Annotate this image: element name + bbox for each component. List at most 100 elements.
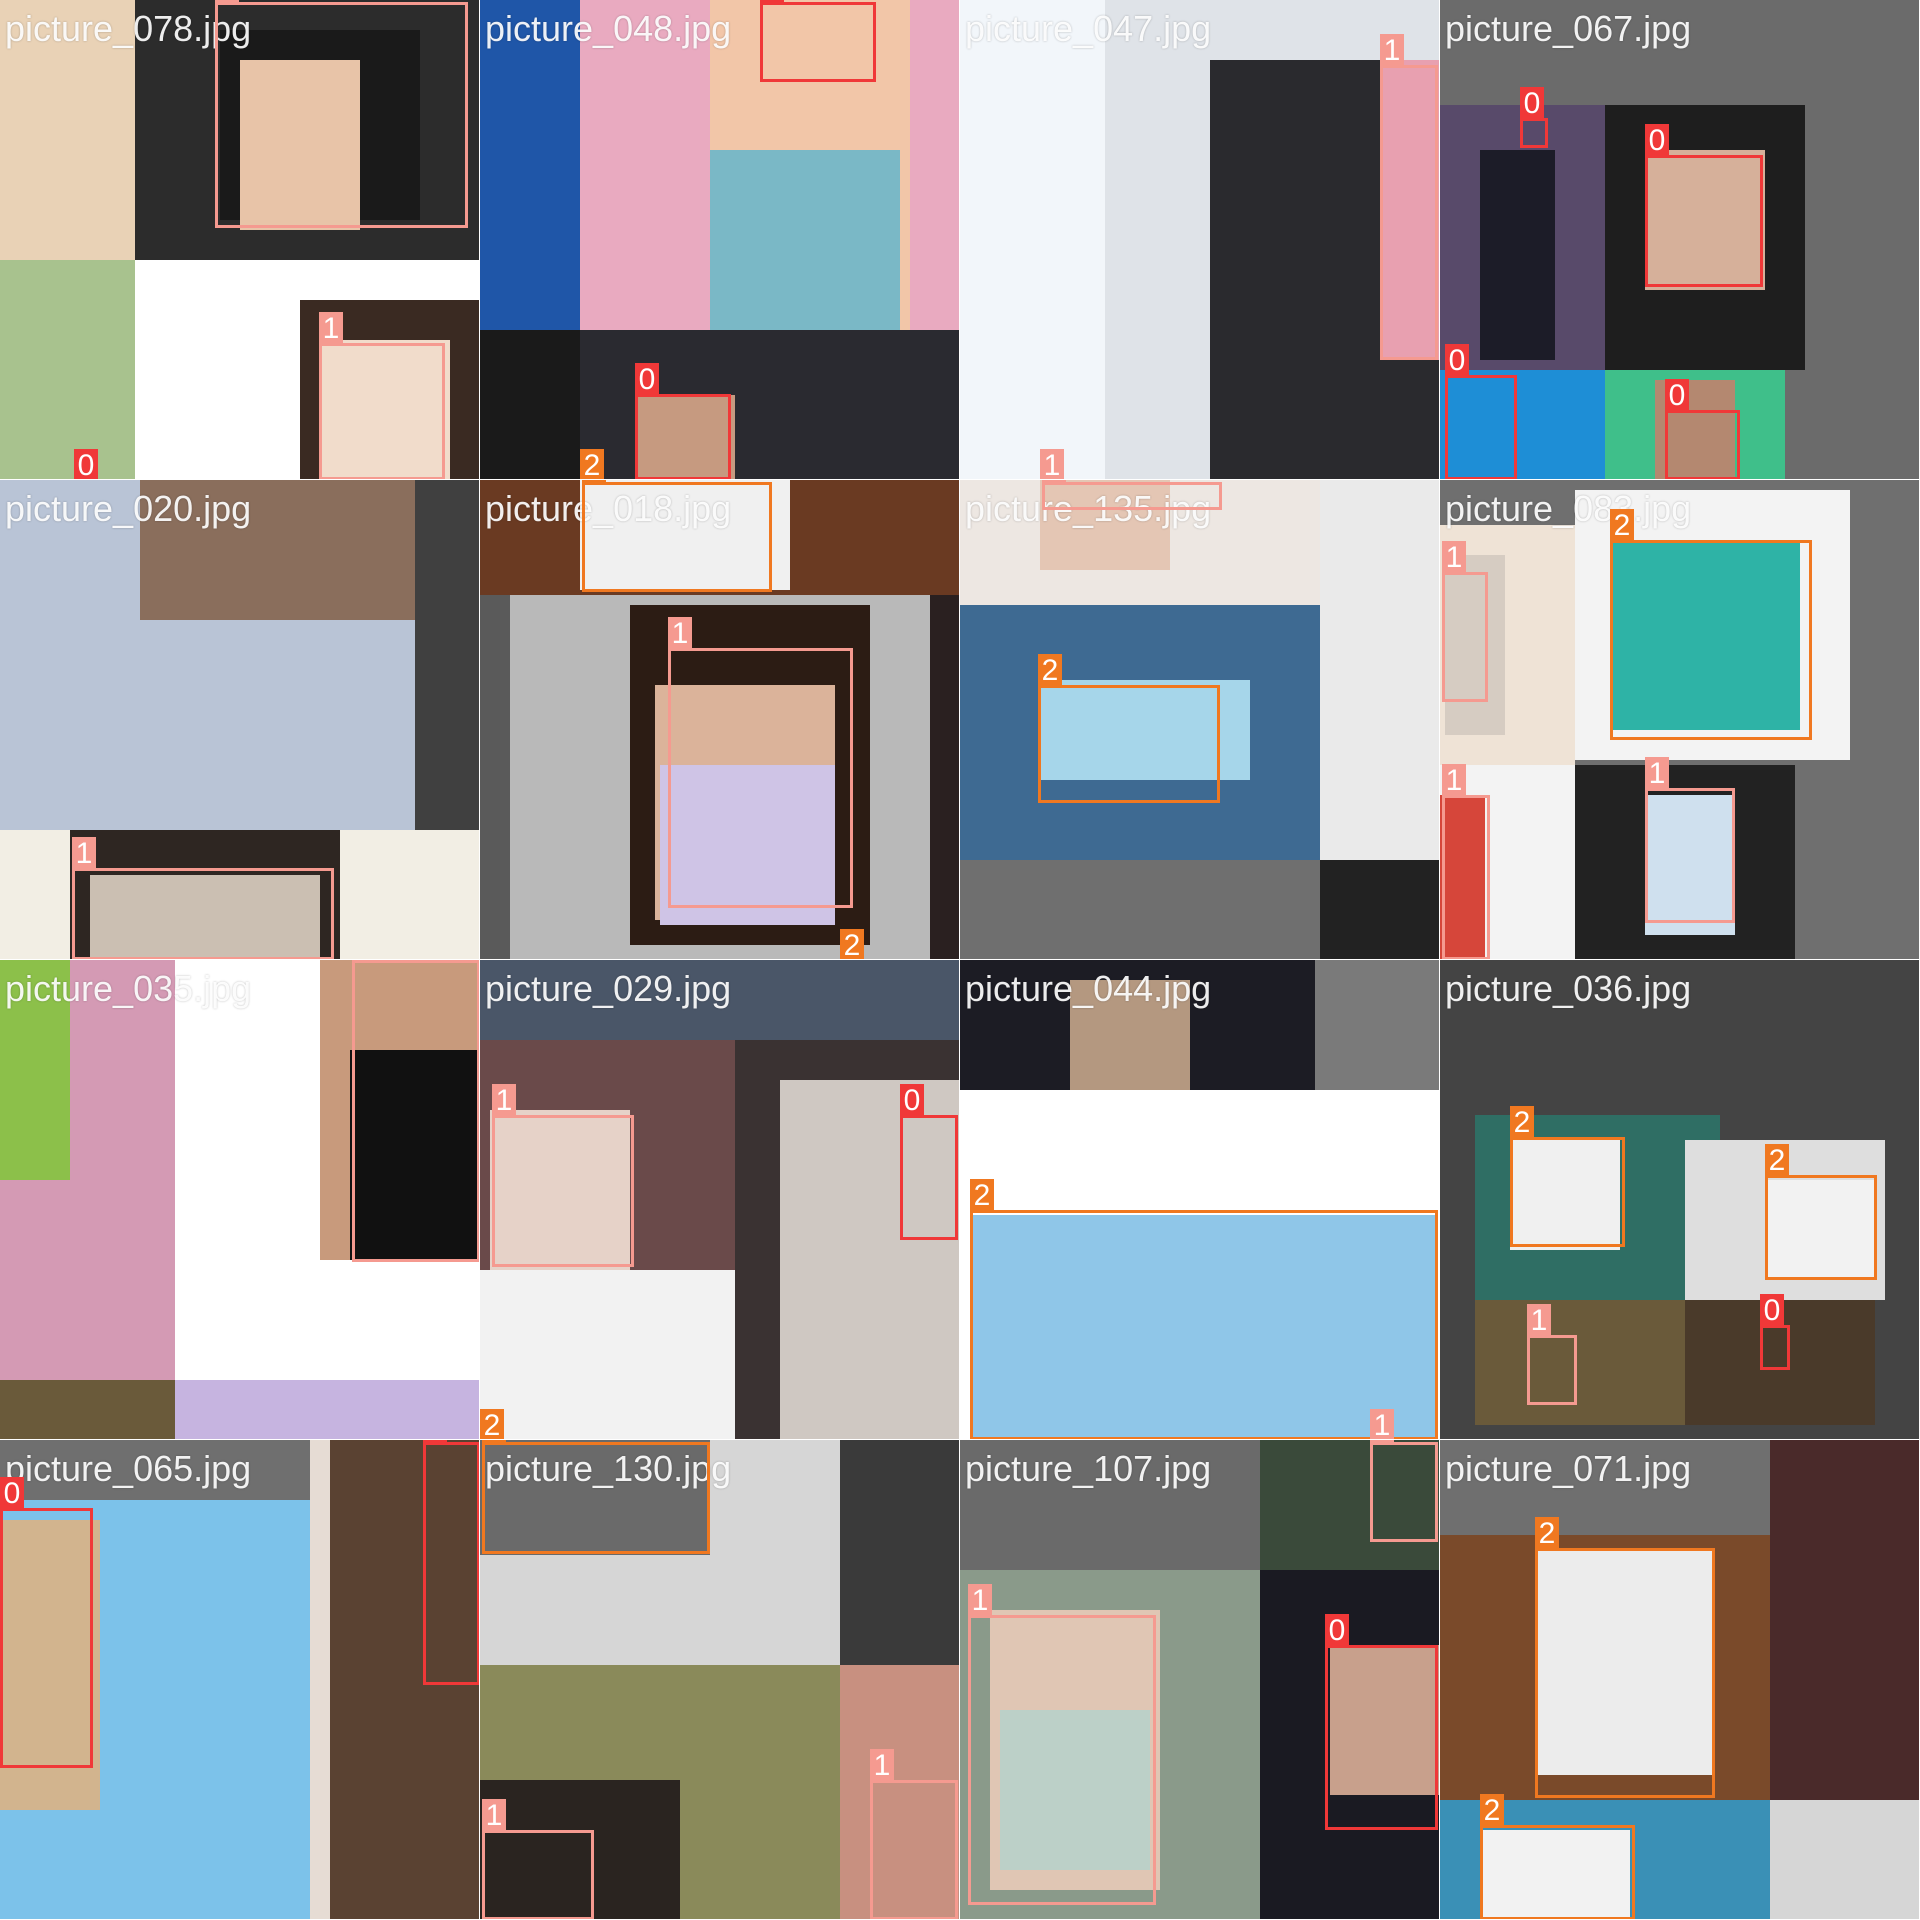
tile-filename: picture_130.jpg: [485, 1448, 732, 1489]
image-region: [1610, 540, 1800, 730]
class-label: 2: [840, 929, 864, 959]
detection-box: 0: [900, 1084, 958, 1240]
detection-box: 2: [1510, 1106, 1625, 1247]
class-label: 0: [1520, 87, 1544, 121]
image-region: [1770, 1440, 1919, 1800]
class-label: 0: [900, 1084, 924, 1118]
detection-box: 2: [970, 1179, 1438, 1439]
detection-box: 1: [352, 960, 479, 1262]
image-region: [320, 340, 450, 479]
class-label: 2: [970, 1179, 994, 1213]
class-label: 2: [582, 480, 606, 485]
class-label: 1: [1040, 449, 1064, 479]
class-label: 0: [74, 449, 98, 479]
detection-box: 1: [968, 1584, 1156, 1905]
class-label: 1: [1527, 1304, 1551, 1338]
class-label: 0: [1760, 1294, 1784, 1328]
detection-box: 0: [1665, 379, 1740, 479]
image-region: [1040, 480, 1170, 570]
detection-box: 1: [1042, 480, 1222, 510]
detection-box: 1: [215, 0, 468, 228]
mosaic-tile: picture_083.jpg 1 2 1 1: [1440, 480, 1920, 960]
detection-box: 0: [1520, 87, 1548, 148]
detection-box: 2: [1038, 654, 1220, 803]
image-region: [140, 480, 415, 620]
detection-box: 0: [635, 363, 731, 479]
class-label: 0: [635, 363, 659, 397]
detection-box: 0: [0, 1477, 93, 1768]
class-label: 1: [72, 837, 96, 871]
image-region: [0, 1380, 175, 1439]
image-region: [970, 1215, 1435, 1439]
detection-box: 2: [582, 480, 772, 592]
class-label: 2: [1765, 1144, 1789, 1178]
detection-box: 1: [492, 1084, 634, 1267]
class-label: 0: [760, 0, 784, 5]
detection-box: 0: [1645, 124, 1763, 287]
class-label: 1: [319, 312, 343, 346]
image-region: [480, 0, 580, 330]
image-region: [930, 595, 959, 959]
image-region: [635, 395, 735, 479]
image-region: [710, 150, 900, 330]
tile-filename: picture_047.jpg: [965, 8, 1212, 49]
class-label: 1: [482, 1799, 506, 1833]
image-region: [480, 1780, 680, 1919]
detection-box: 1: [1442, 764, 1490, 959]
tile-filename: picture_065.jpg: [5, 1448, 252, 1489]
mosaic-tile: picture_078.jpg 1 1 0: [0, 0, 480, 480]
image-region: [1000, 1710, 1150, 1870]
detection-box: 1: [1645, 757, 1735, 923]
image-region: [490, 1110, 630, 1270]
detection-box: 0: [1445, 344, 1517, 479]
class-label: 1: [1380, 34, 1404, 68]
class-label: 2: [1480, 1794, 1504, 1828]
image-region: [1440, 370, 1605, 479]
image-region: [1040, 680, 1250, 780]
mosaic-tile: picture_036.jpg 2 2 1 0: [1440, 960, 1920, 1440]
image-region: [1440, 795, 1485, 959]
tile-filename: picture_044.jpg: [965, 968, 1212, 1009]
image-region: [1645, 150, 1765, 290]
tile-filename: picture_029.jpg: [485, 968, 732, 1009]
detection-box: 1: [72, 837, 334, 959]
class-label: 1: [1042, 480, 1066, 485]
image-region: [330, 1440, 479, 1919]
image-region: [480, 1440, 710, 1555]
class-label: 1: [668, 617, 692, 651]
mosaic-tile: picture_130.jpg 2 1 1: [480, 1440, 960, 1920]
image-region: [780, 1080, 959, 1439]
image-region: [1510, 1140, 1620, 1250]
detection-box: 2: [482, 1440, 710, 1554]
image-region: [960, 860, 1320, 959]
tile-filename: picture_036.jpg: [1445, 968, 1692, 1009]
image-region: [960, 0, 1105, 479]
tile-filename: picture_107.jpg: [965, 1448, 1212, 1489]
class-label: 2: [580, 449, 604, 479]
image-region: [1070, 980, 1190, 1090]
image-region: [1260, 1440, 1439, 1570]
class-label: 1: [1645, 757, 1669, 791]
tile-filename: picture_035.jpg: [5, 968, 252, 1009]
class-label: 1: [1442, 764, 1466, 798]
detection-box: 1: [1442, 541, 1488, 702]
image-region: [480, 330, 580, 479]
detection-box: 1: [870, 1749, 958, 1919]
mosaic-tile: picture_018.jpg 2 1 2: [480, 480, 960, 960]
image-region: [1765, 1180, 1875, 1280]
class-label: 1: [1370, 1409, 1394, 1439]
class-label: 1: [352, 960, 376, 963]
mosaic-tile: picture_067.jpg 0 0 0 0: [1440, 0, 1920, 480]
tile-filename: picture_018.jpg: [485, 488, 732, 529]
class-label: 0: [1325, 1614, 1349, 1648]
tile-filename: picture_067.jpg: [1445, 8, 1692, 49]
mosaic-tile: picture_029.jpg 1 0 2: [480, 960, 960, 1440]
image-region: [1535, 1550, 1715, 1775]
image-region: [0, 1440, 310, 1500]
class-label: 2: [1038, 654, 1062, 688]
image-region: [1445, 555, 1505, 735]
mosaic-tile: picture_047.jpg 1 1: [960, 0, 1440, 480]
